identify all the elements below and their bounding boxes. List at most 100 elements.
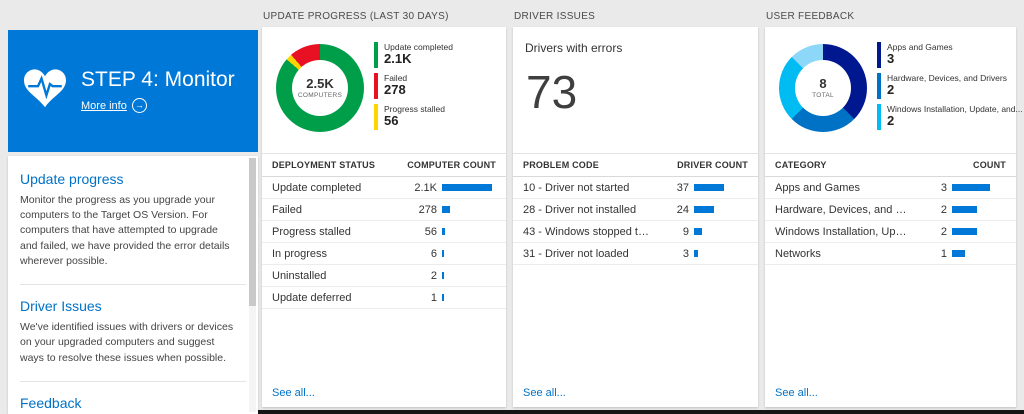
legend-item: Progress stalled 56 — [374, 104, 500, 130]
table-row[interactable]: 43 - Windows stopped the devi... 9 — [513, 221, 758, 243]
drivers-with-errors-count: 73 — [526, 66, 578, 118]
row-label: Apps and Games — [775, 181, 860, 194]
row-count: 278 — [418, 203, 437, 216]
table-header-row: CATEGORY COUNT — [765, 154, 1016, 177]
table-row[interactable]: Networks 1 — [765, 243, 1016, 265]
row-bar — [952, 206, 1006, 213]
row-count: 56 — [424, 225, 437, 238]
row-bar — [442, 206, 496, 213]
legend-value: 2 — [887, 113, 895, 128]
driver-issues-header: DRIVER ISSUES — [514, 11, 596, 22]
legend-swatch — [374, 73, 378, 99]
table-row[interactable]: Windows Installation, Update,... 2 — [765, 221, 1016, 243]
donut-center: 8 TOTAL — [795, 60, 851, 116]
step-tile[interactable]: STEP 4: Monitor More info → — [8, 30, 258, 152]
row-count: 2 — [940, 203, 947, 216]
user-feedback-legend: Apps and Games 3 Hardware, Devices, and D… — [877, 42, 1023, 135]
user-feedback-column: USER FEEDBACK 8 TOTAL Apps and Games 3 — [765, 8, 1023, 407]
legend-item: Update completed 2.1K — [374, 42, 500, 68]
column-header: DRIVER COUNT — [677, 160, 748, 170]
update-progress-header: UPDATE PROGRESS (LAST 30 DAYS) — [263, 11, 449, 22]
table-row[interactable]: Hardware, Devices, and Drivers 2 — [765, 199, 1016, 221]
see-all-link[interactable]: See all... — [272, 387, 315, 399]
row-bar — [952, 184, 1006, 191]
update-progress-column: UPDATE PROGRESS (LAST 30 DAYS) 2.5K COMP… — [262, 8, 506, 407]
row-count: 3 — [940, 181, 947, 194]
update-progress-donut[interactable]: 2.5K COMPUTERS — [276, 44, 364, 132]
row-bar — [694, 250, 748, 257]
table-row[interactable]: Failed 278 — [262, 199, 506, 221]
row-bar — [694, 228, 748, 235]
row-label: Uninstalled — [272, 269, 327, 282]
row-label: 43 - Windows stopped the devi... — [523, 225, 649, 238]
row-bar — [694, 206, 748, 213]
more-info-label: More info — [81, 99, 127, 112]
table-row[interactable]: Progress stalled 56 — [262, 221, 506, 243]
table-header-row: DEPLOYMENT STATUS COMPUTER COUNT — [262, 154, 506, 177]
section-body-update-progress: Monitor the progress as you upgrade your… — [20, 194, 230, 267]
deployment-status-table: DEPLOYMENT STATUS COMPUTER COUNT Update … — [262, 154, 506, 309]
legend-label: Apps and Games — [887, 42, 953, 52]
row-label: 28 - Driver not installed — [523, 203, 637, 216]
more-info-link[interactable]: More info → — [81, 98, 147, 114]
divider — [20, 284, 246, 286]
table-row[interactable]: Update deferred 1 — [262, 287, 506, 309]
section-body-driver-issues: We've identified issues with drivers or … — [20, 321, 234, 364]
update-progress-chart-area: 2.5K COMPUTERS Update completed 2.1K Fail… — [262, 27, 506, 154]
row-bar — [442, 272, 496, 279]
donut-center-label: COMPUTERS — [297, 92, 343, 100]
row-label: Update completed — [272, 181, 362, 194]
legend-label: Hardware, Devices, and Drivers — [887, 73, 1007, 83]
driver-issues-card: Drivers with errors 73 PROBLEM CODE DRIV… — [513, 27, 758, 407]
section-heading-driver-issues: Driver Issues — [20, 298, 102, 315]
scrollbar-thumb[interactable] — [249, 158, 256, 306]
column-header: DEPLOYMENT STATUS — [272, 160, 376, 170]
table-row[interactable]: Apps and Games 3 — [765, 177, 1016, 199]
row-count: 1 — [940, 247, 947, 260]
legend-value: 2 — [887, 82, 895, 97]
left-column: STEP 4: Monitor More info → Update progr… — [8, 30, 258, 414]
column-header: COMPUTER COUNT — [407, 160, 496, 170]
table-row[interactable]: Uninstalled 2 — [262, 265, 506, 287]
row-bar — [694, 184, 748, 191]
row-bar — [442, 294, 496, 301]
section-heading-update-progress: Update progress — [20, 171, 124, 187]
driver-issues-column: DRIVER ISSUES Drivers with errors 73 PRO… — [513, 8, 758, 407]
see-all-link[interactable]: See all... — [523, 387, 566, 399]
legend-item: Hardware, Devices, and Drivers 2 — [877, 73, 1010, 99]
table-row[interactable]: Update completed 2.1K — [262, 177, 506, 199]
scrollbar[interactable] — [249, 158, 256, 412]
row-label: In progress — [272, 247, 328, 260]
donut-center-value: 2.5K — [306, 75, 334, 91]
row-label: Hardware, Devices, and Drivers — [775, 203, 907, 216]
column-header: PROBLEM CODE — [523, 160, 599, 170]
row-count: 24 — [676, 203, 689, 216]
row-label: Networks — [775, 247, 821, 260]
legend-swatch — [877, 42, 881, 68]
update-progress-legend: Update completed 2.1K Failed 278 Progress … — [374, 42, 500, 135]
row-count: 9 — [682, 225, 689, 238]
row-bar — [442, 228, 496, 235]
legend-item: Apps and Games 3 — [877, 42, 1010, 68]
table-row[interactable]: 31 - Driver not loaded 3 — [513, 243, 758, 265]
table-row[interactable]: In progress 6 — [262, 243, 506, 265]
user-feedback-card: 8 TOTAL Apps and Games 3 Hardware, Device… — [765, 27, 1023, 407]
row-count: 2 — [940, 225, 947, 238]
legend-value: 278 — [384, 82, 406, 97]
problem-code-table: PROBLEM CODE DRIVER COUNT 10 - Driver no… — [513, 154, 758, 265]
row-count: 3 — [682, 247, 689, 260]
heart-pulse-icon — [22, 68, 68, 115]
legend-swatch — [877, 73, 881, 99]
table-row[interactable]: 28 - Driver not installed 24 — [513, 199, 758, 221]
window-bottom-edge — [258, 410, 1024, 414]
driver-issues-summary: Drivers with errors 73 — [513, 27, 758, 154]
table-row[interactable]: 10 - Driver not started 37 — [513, 177, 758, 199]
section-heading-feedback: Feedback — [20, 394, 82, 411]
legend-value: 56 — [384, 113, 399, 128]
column-header: COUNT — [973, 160, 1006, 170]
user-feedback-donut[interactable]: 8 TOTAL — [779, 44, 867, 132]
row-count: 37 — [676, 181, 689, 194]
row-label: 10 - Driver not started — [523, 181, 630, 194]
see-all-link[interactable]: See all... — [775, 387, 818, 399]
